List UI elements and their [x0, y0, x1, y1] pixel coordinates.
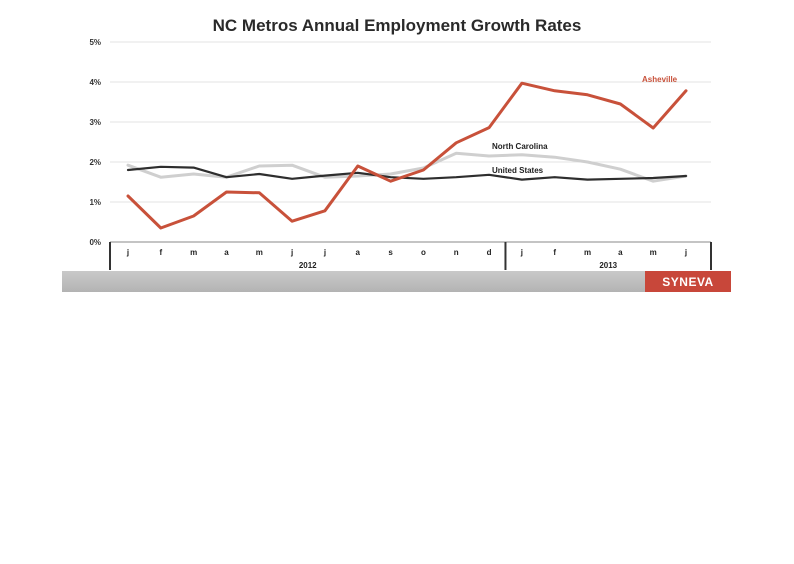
y-tick-label: 2% [89, 158, 101, 167]
x-tick-label: s [388, 248, 393, 257]
x-tick-label: o [421, 248, 426, 257]
y-tick-label: 1% [89, 198, 101, 207]
x-tick-label: j [126, 248, 129, 257]
x-tick-label: m [190, 248, 197, 257]
year-label: 2012 [299, 261, 317, 270]
x-tick-label: j [684, 248, 687, 257]
year-label: 2013 [599, 261, 617, 270]
y-tick-label: 0% [89, 238, 101, 247]
x-tick-label: a [356, 248, 361, 257]
x-tick-label: j [520, 248, 523, 257]
x-tick-label: f [159, 248, 162, 257]
x-tick-label: n [454, 248, 459, 257]
footer-bar: SYNEVA [62, 271, 731, 292]
x-tick-label: f [553, 248, 556, 257]
x-tick-label: j [290, 248, 293, 257]
x-tick-label: m [256, 248, 263, 257]
x-tick-label: m [650, 248, 657, 257]
x-tick-label: a [618, 248, 623, 257]
x-tick-label: a [224, 248, 229, 257]
series-label: United States [492, 166, 544, 175]
x-tick-label: d [487, 248, 492, 257]
x-tick-label: j [323, 248, 326, 257]
y-tick-label: 4% [89, 78, 101, 87]
chart-title: NC Metros Annual Employment Growth Rates [212, 16, 582, 35]
series-label: Asheville [642, 75, 678, 84]
series-line [126, 81, 688, 230]
y-tick-label: 5% [89, 38, 101, 47]
x-tick-label: m [584, 248, 591, 257]
y-tick-label: 3% [89, 118, 101, 127]
series-label: North Carolina [492, 142, 548, 151]
syneva-logo: SYNEVA [645, 271, 731, 292]
series-line [126, 165, 688, 181]
